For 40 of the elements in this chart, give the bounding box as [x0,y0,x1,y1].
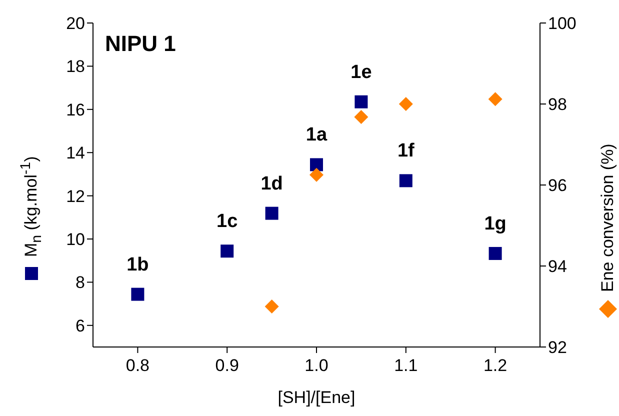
annotation: 1f [397,140,416,162]
y2-tick-label: 92 [548,338,567,358]
point [354,110,368,124]
annotation: 1c [216,211,238,232]
y2-axis-title: Ene conversion (%) [598,144,618,292]
y-tick-label: 8 [76,273,85,292]
x-tick-label: 0.8 [126,356,150,376]
point [264,300,279,314]
point [354,95,368,108]
point [265,206,278,220]
y-tick-label: 14 [66,144,85,163]
y-tick-label: 20 [66,14,85,34]
y-tick-label: 6 [76,316,85,336]
y2-tick-label: 94 [548,257,567,276]
point [310,158,323,172]
annotation: 1e [350,62,372,83]
y-tick-label: 18 [66,57,85,76]
point [310,168,324,182]
x-tick-label: 1.2 [483,356,508,376]
point [220,244,234,258]
point [488,246,502,260]
y2-tick-label: 98 [548,95,567,114]
y2-tick-label: 96 [548,176,567,196]
annotation: 1b [126,254,149,276]
point [488,92,502,106]
annotation: 1g [484,213,506,234]
y-tick-label: 12 [66,186,85,206]
x-tick-label: 1.1 [394,356,418,376]
y-tick-label: 10 [66,230,85,250]
annotation: 1d [260,173,283,194]
x-tick-label: 1.0 [304,356,328,376]
annotation: 1a [306,124,328,146]
point [398,97,413,111]
y2-tick-label: 100 [548,14,576,34]
annotation: NIPU 1 [105,31,176,57]
x-tick-label: 0.9 [215,356,239,376]
point [131,288,144,301]
x-axis-title: [SH]/[Ene] [276,388,356,408]
y-tick-label: 16 [66,100,85,120]
point [399,174,412,188]
